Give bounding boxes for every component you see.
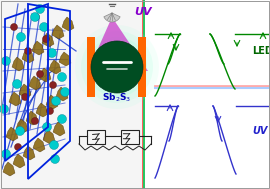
Circle shape — [49, 140, 59, 149]
Polygon shape — [12, 57, 24, 71]
Circle shape — [58, 73, 66, 81]
Circle shape — [60, 88, 69, 97]
Polygon shape — [49, 60, 61, 74]
Polygon shape — [26, 111, 38, 125]
Polygon shape — [56, 87, 68, 101]
Polygon shape — [13, 154, 25, 168]
Circle shape — [81, 31, 153, 103]
Circle shape — [11, 23, 18, 30]
Circle shape — [35, 5, 45, 13]
Circle shape — [32, 13, 39, 20]
Circle shape — [52, 97, 60, 105]
Polygon shape — [33, 138, 45, 152]
Polygon shape — [52, 25, 64, 39]
Wedge shape — [104, 13, 120, 22]
Bar — [87, 37, 95, 97]
Circle shape — [2, 57, 11, 66]
Circle shape — [50, 154, 59, 163]
Polygon shape — [59, 52, 71, 66]
Circle shape — [36, 70, 43, 77]
Circle shape — [31, 12, 39, 22]
Circle shape — [2, 149, 11, 159]
Polygon shape — [19, 84, 31, 98]
Circle shape — [15, 126, 25, 136]
Polygon shape — [39, 68, 51, 82]
Polygon shape — [88, 17, 148, 71]
Circle shape — [75, 25, 159, 109]
Circle shape — [48, 49, 56, 57]
Text: Sb$_2$S$_3$: Sb$_2$S$_3$ — [102, 92, 132, 104]
Polygon shape — [36, 103, 48, 117]
Circle shape — [39, 22, 49, 32]
Text: UV: UV — [134, 7, 152, 17]
Circle shape — [15, 143, 22, 150]
Circle shape — [42, 36, 49, 43]
Circle shape — [0, 105, 8, 114]
Polygon shape — [3, 162, 15, 176]
Polygon shape — [32, 41, 44, 55]
Circle shape — [91, 41, 143, 93]
Circle shape — [49, 81, 56, 88]
Circle shape — [12, 80, 22, 88]
Text: LED: LED — [252, 46, 270, 56]
Polygon shape — [22, 49, 34, 63]
Bar — [121, 130, 139, 144]
Bar — [87, 130, 105, 144]
Circle shape — [46, 108, 53, 115]
Circle shape — [32, 118, 39, 125]
Polygon shape — [29, 76, 41, 90]
Polygon shape — [16, 119, 28, 133]
Text: UV: UV — [252, 126, 267, 136]
Bar — [0, 0, 144, 189]
Polygon shape — [43, 130, 55, 144]
Circle shape — [16, 33, 25, 42]
Circle shape — [87, 37, 147, 97]
Polygon shape — [9, 92, 21, 106]
Circle shape — [22, 94, 29, 101]
Circle shape — [25, 47, 32, 54]
Circle shape — [42, 122, 52, 132]
Polygon shape — [62, 17, 74, 31]
Bar — [138, 37, 146, 97]
Polygon shape — [53, 122, 65, 136]
Polygon shape — [23, 146, 35, 160]
Polygon shape — [6, 127, 18, 141]
Polygon shape — [42, 33, 54, 47]
Polygon shape — [46, 95, 58, 109]
Bar — [144, 0, 270, 189]
Circle shape — [58, 115, 66, 123]
